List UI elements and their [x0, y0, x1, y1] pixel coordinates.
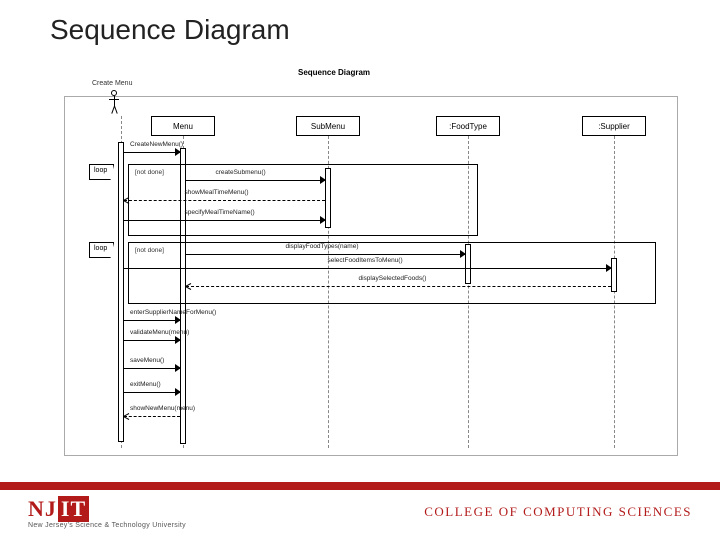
- message: exitMenu(): [124, 388, 180, 398]
- message: saveMenu(): [124, 364, 180, 374]
- njit-it: IT: [58, 496, 89, 522]
- message-label: specifyMealTimeName(): [185, 209, 255, 216]
- slide: Sequence Diagram Sequence Diagram Create…: [0, 0, 720, 540]
- message: CreateNewMenu(): [124, 148, 180, 158]
- message-label: validateMenu(menu): [130, 329, 189, 336]
- footer-right-text: COLLEGE OF COMPUTING SCIENCES: [424, 504, 692, 520]
- message-label: displayFoodTypes(name): [286, 243, 359, 250]
- lifeline-box-menu: Menu: [151, 116, 215, 136]
- message: displayFoodTypes(name): [186, 250, 465, 260]
- sequence-diagram: Sequence Diagram Create Menu Menu SubMenu:…: [68, 68, 668, 448]
- message-label: enterSupplierNameForMenu(): [130, 309, 216, 316]
- message-label: createSubmenu(): [216, 169, 266, 176]
- diagram-title: Sequence Diagram: [298, 68, 370, 77]
- page-title: Sequence Diagram: [50, 14, 290, 46]
- message-label: selectFoodItemsToMenu(): [328, 257, 403, 264]
- frame-tag: loop: [89, 164, 114, 180]
- lifeline-box-ft: :FoodType: [436, 116, 500, 136]
- njit-wordmark: NJIT: [28, 496, 186, 522]
- lifeline-box-supplier: :Supplier: [582, 116, 646, 136]
- message: validateMenu(menu): [124, 336, 180, 346]
- message: specifyMealTimeName(): [124, 216, 325, 226]
- message: enterSupplierNameForMenu(): [124, 316, 180, 326]
- footer-accent-bar: [0, 482, 720, 490]
- lifeline-box-submenu: SubMenu: [296, 116, 360, 136]
- message: showNewMenu(menu): [124, 412, 180, 422]
- message-label: CreateNewMenu(): [130, 141, 183, 148]
- message-label: showMealTimeMenu(): [185, 189, 249, 196]
- message: displaySelectedFoods(): [186, 282, 611, 292]
- frame-guard: [not done]: [135, 247, 164, 254]
- actor-label: Create Menu: [92, 80, 132, 87]
- njit-nj: NJ: [28, 496, 57, 521]
- njit-logo: NJIT New Jersey's Science & Technology U…: [28, 496, 186, 529]
- message-label: showNewMenu(menu): [130, 405, 195, 412]
- footer-left: NJIT New Jersey's Science & Technology U…: [28, 496, 186, 529]
- message: selectFoodItemsToMenu(): [124, 264, 611, 274]
- footer: NJIT New Jersey's Science & Technology U…: [0, 482, 720, 540]
- message: createSubmenu(): [186, 176, 325, 186]
- message: showMealTimeMenu(): [124, 196, 325, 206]
- message-label: exitMenu(): [130, 381, 161, 388]
- njit-tagline: New Jersey's Science & Technology Univer…: [28, 522, 186, 529]
- message-label: displaySelectedFoods(): [359, 275, 427, 282]
- message-label: saveMenu(): [130, 357, 164, 364]
- actor-icon: [107, 90, 121, 116]
- frame-tag: loop: [89, 242, 114, 258]
- frame-guard: [not done]: [135, 169, 164, 176]
